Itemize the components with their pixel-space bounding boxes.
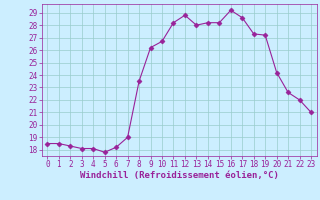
X-axis label: Windchill (Refroidissement éolien,°C): Windchill (Refroidissement éolien,°C) [80,171,279,180]
